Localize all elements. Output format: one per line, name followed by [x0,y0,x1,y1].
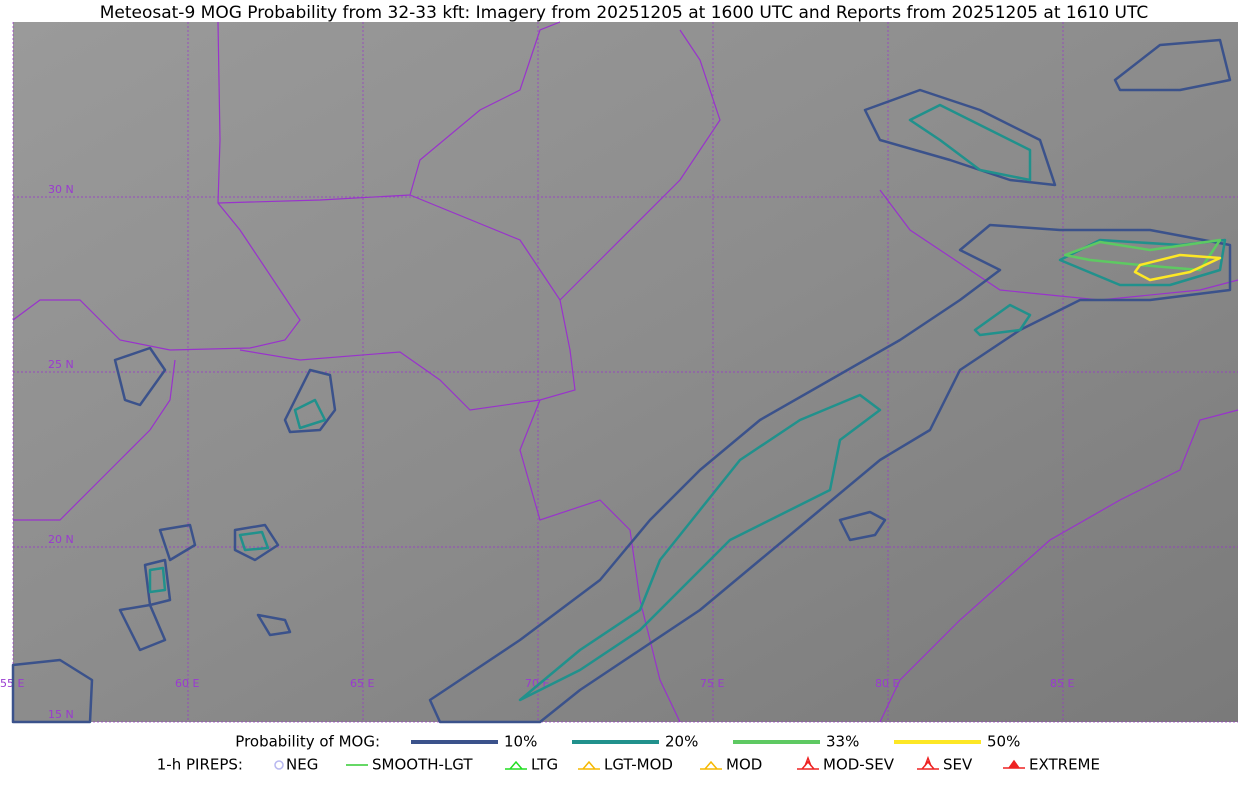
pirep-label: NEG [286,756,318,774]
pirep-label: SEV [943,756,973,774]
legend-label: 10% [504,733,537,751]
pirep-label: SMOOTH-LGT [372,756,473,774]
pirep-symbol [797,755,819,770]
legend-title: Probability of MOG: [235,733,380,751]
longitude-label: 80 E [875,677,899,690]
pirep-label: LGT-MOD [604,756,673,774]
legend: Probability of MOG: 10% 20% 33% 50% 1-h PIREP… [157,733,1100,774]
graticule: 55 E 60 E 65 E 70 E 75 E 80 E 85 E30 N25 N20 N… [0,22,1238,723]
map-title: Meteosat-9 MOG Probability from 32-33 kf… [100,3,1149,23]
pirep-symbol [1003,759,1025,769]
pirep-symbol [917,755,939,770]
pirep-symbol [505,760,527,770]
pirep-label: MOD [726,756,762,774]
longitude-label: 75 E [700,677,724,690]
pirep-symbol [700,760,722,770]
legend-label: 50% [987,733,1020,751]
borders [12,21,1239,723]
pirep-symbol [578,760,600,770]
latitude-label: 15 N [48,708,74,721]
latitude-label: 25 N [48,358,74,371]
latitude-label: 20 N [48,533,74,546]
probability-contours [11,38,1232,724]
longitude-label: 65 E [350,677,374,690]
latitude-label: 30 N [48,183,74,196]
legend-label: 33% [826,733,859,751]
legend-title: 1-h PIREPS: [157,756,243,774]
pirep-symbol [274,760,284,770]
pirep-label: MOD-SEV [823,756,895,774]
pirep-label: EXTREME [1029,756,1100,774]
longitude-label: 85 E [1050,677,1074,690]
legend-label: 20% [665,733,698,751]
longitude-label: 60 E [175,677,199,690]
pirep-label: LTG [531,756,558,774]
